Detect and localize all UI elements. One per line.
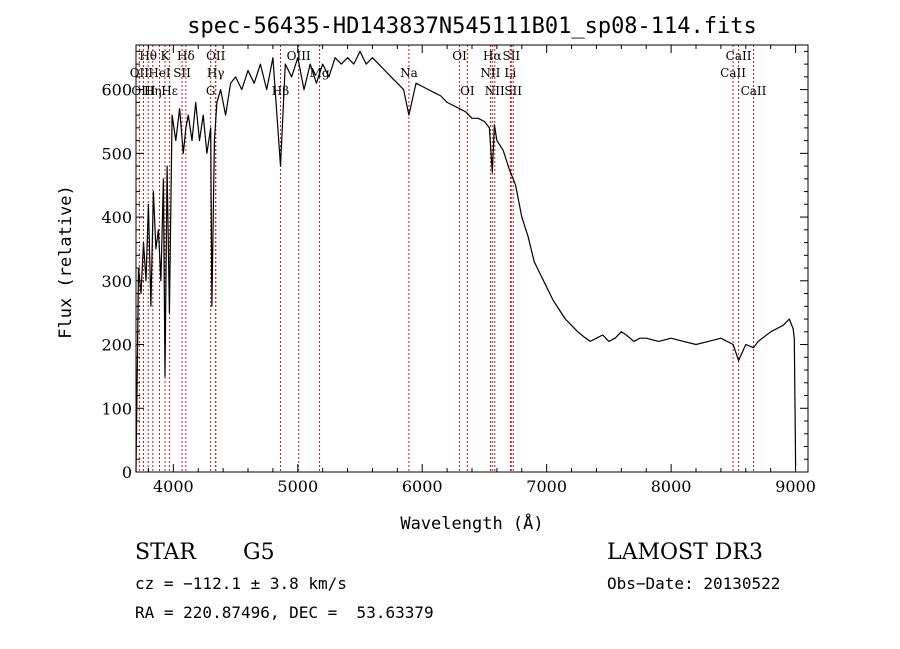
marker-label-14: Na bbox=[400, 66, 418, 80]
spectrum-line-0 bbox=[135, 50, 797, 473]
marker-label-17: CaII bbox=[720, 66, 746, 80]
marker-label-23: OI bbox=[460, 84, 475, 98]
marker-label-25: SII bbox=[504, 84, 522, 98]
y-tick-label-300: 300 bbox=[101, 272, 132, 291]
marker-label-22: Hβ bbox=[272, 84, 289, 98]
y-axis-label: Flux (relative) bbox=[56, 185, 76, 339]
marker-label-12: Hγ bbox=[207, 66, 225, 80]
object-subclass: G5 bbox=[243, 540, 275, 565]
marker-label-16: Li bbox=[504, 66, 516, 80]
chart-title: spec-56435-HD143837N545111B01_sp08-114.f… bbox=[187, 14, 757, 39]
survey-name: LAMOST DR3 bbox=[607, 540, 763, 565]
marker-label-8: CaII bbox=[726, 49, 752, 63]
marker-label-9: OII bbox=[130, 66, 150, 80]
x-tick-label-5000: 5000 bbox=[277, 477, 318, 496]
x-axis-ticks: 4000 5000 6000 7000 8000 9000 bbox=[147, 45, 816, 496]
marker-label-4: OIII bbox=[287, 49, 311, 63]
y-tick-label-0: 0 bbox=[122, 463, 132, 482]
y-tick-label-100: 100 bbox=[101, 399, 132, 418]
x-tick-label-9000: 9000 bbox=[775, 477, 816, 496]
marker-label-19: Hη bbox=[144, 84, 162, 98]
marker-label-3: OII bbox=[206, 49, 226, 63]
obs-date: Obs−Date: 20130522 bbox=[607, 574, 781, 593]
marker-label-15: NII bbox=[480, 66, 500, 80]
line-markers bbox=[138, 45, 754, 472]
x-tick-label-6000: 6000 bbox=[402, 477, 443, 496]
x-tick-label-7000: 7000 bbox=[526, 477, 567, 496]
marker-label-20: Hε bbox=[161, 84, 178, 98]
x-axis-label: Wavelength (Å) bbox=[400, 512, 543, 534]
marker-label-10: HeI bbox=[148, 66, 171, 80]
marker-label-7: SII bbox=[502, 49, 520, 63]
plot-frame bbox=[135, 44, 809, 473]
y-axis-ticks: 0 100 200 300 400 500 600 bbox=[101, 50, 808, 482]
marker-label-1: K bbox=[161, 49, 171, 63]
y-tick-label-200: 200 bbox=[101, 336, 132, 355]
marker-label-24: NII bbox=[485, 84, 505, 98]
spectrum-series bbox=[135, 50, 797, 473]
x-tick-label-8000: 8000 bbox=[651, 477, 692, 496]
marker-label-0: Hθ bbox=[139, 49, 157, 63]
marker-label-21: G bbox=[206, 84, 216, 98]
marker-label-11: SII bbox=[173, 66, 191, 80]
marker-label-2: Hδ bbox=[177, 49, 195, 63]
redshift-text: cz = −112.1 ± 3.8 km/s bbox=[135, 574, 347, 593]
coordinates: RA = 220.87496, DEC = 53.63379 bbox=[135, 603, 434, 622]
y-tick-label-600: 600 bbox=[101, 81, 132, 100]
marker-label-5: OI bbox=[452, 49, 467, 63]
x-tick-label-4000: 4000 bbox=[153, 477, 194, 496]
marker-label-6: Hα bbox=[483, 49, 502, 63]
marker-label-18: OIII bbox=[131, 84, 155, 98]
marker-label-26: CaII bbox=[741, 84, 767, 98]
y-tick-label-400: 400 bbox=[101, 208, 132, 227]
object-class: STAR bbox=[135, 540, 196, 565]
y-tick-label-500: 500 bbox=[101, 144, 132, 163]
